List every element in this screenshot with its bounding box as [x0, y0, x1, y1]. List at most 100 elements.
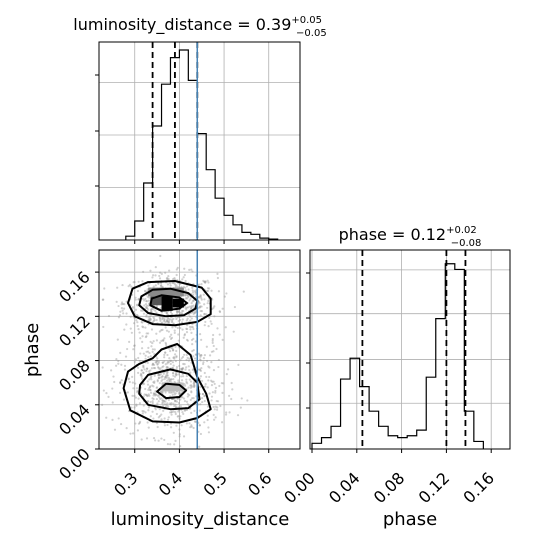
scatter-point: [169, 443, 172, 446]
scatter-point: [220, 382, 223, 385]
scatter-point: [183, 383, 186, 386]
scatter-point: [161, 321, 164, 324]
scatter-point: [158, 330, 161, 333]
scatter-point: [179, 445, 182, 448]
scatter-point: [199, 385, 202, 389]
scatter-point: [167, 398, 170, 401]
scatter-point: [183, 267, 186, 270]
scatter-point: [215, 347, 218, 351]
scatter-point: [185, 353, 188, 357]
scatter-point: [154, 284, 157, 287]
scatter-point: [213, 408, 216, 411]
scatter-point: [142, 312, 146, 315]
scatter-point: [199, 432, 202, 436]
scatter-point: [153, 366, 157, 370]
scatter-point: [175, 273, 178, 277]
scatter-point: [180, 309, 184, 313]
scatter-point: [116, 286, 119, 289]
scatter-point: [206, 306, 209, 310]
scatter-point: [165, 372, 169, 375]
scatter-point: [154, 393, 157, 396]
joint-density-cells: [148, 287, 184, 392]
scatter-point: [152, 392, 155, 395]
scatter-point: [162, 339, 165, 342]
scatter-point: [176, 415, 179, 418]
scatter-point: [180, 379, 184, 382]
scatter-point: [167, 321, 170, 324]
scatter-point: [146, 380, 149, 383]
scatter-point: [119, 422, 123, 426]
scatter-point: [138, 420, 142, 423]
scatter-point: [134, 396, 137, 399]
scatter-point: [185, 422, 188, 425]
scatter-point: [146, 394, 149, 398]
scatter-point: [168, 402, 171, 405]
joint-scatter-points: [101, 254, 249, 448]
scatter-point: [178, 311, 181, 314]
scatter-point: [174, 403, 177, 406]
scatter-point: [198, 424, 201, 427]
scatter-point: [131, 394, 134, 397]
scatter-point: [158, 274, 161, 278]
scatter-point: [163, 353, 166, 356]
scatter-point: [193, 383, 196, 387]
scatter-point: [167, 275, 170, 278]
scatter-point: [191, 349, 194, 353]
scatter-point: [140, 347, 144, 350]
scatter-point: [126, 391, 130, 394]
scatter-point: [212, 413, 215, 416]
scatter-point: [193, 311, 196, 314]
scatter-point: [165, 318, 168, 321]
scatter-point: [185, 327, 188, 330]
scatter-point: [188, 368, 191, 372]
scatter-point: [120, 363, 123, 366]
scatter-point: [142, 352, 145, 355]
scatter-point: [203, 371, 206, 375]
scatter-point: [172, 391, 176, 394]
scatter-point: [164, 320, 167, 324]
scatter-point: [184, 368, 187, 371]
scatter-point: [130, 406, 133, 409]
scatter-point: [210, 350, 214, 353]
scatter-point: [185, 380, 188, 384]
phase-histogram-title: phase = 0.12+0.02 −0.08: [339, 225, 482, 249]
joint-ytick-label-3: 0.12: [55, 312, 94, 351]
scatter-point: [186, 382, 189, 385]
scatter-point: [115, 364, 118, 367]
density-cell-3: [148, 287, 184, 297]
density-cell-1: [161, 294, 173, 311]
scatter-point: [141, 409, 144, 413]
scatter-point: [216, 406, 219, 409]
scatter-point: [121, 302, 125, 306]
scatter-point: [149, 400, 152, 404]
scatter-point: [225, 292, 228, 295]
scatter-point: [157, 282, 160, 285]
scatter-point: [129, 432, 132, 435]
scatter-point: [192, 348, 195, 352]
scatter-point: [205, 290, 209, 293]
scatter-point: [170, 378, 173, 381]
scatter-point: [190, 338, 194, 342]
joint-distribution-panel: 0.3 0.4 0.5 0.6 0.00 0.04 0.08 0.12 0.16 luminos…: [22, 249, 301, 530]
scatter-point: [164, 342, 168, 346]
scatter-point: [175, 366, 179, 369]
scatter-point: [199, 359, 202, 362]
scatter-point: [200, 298, 203, 301]
scatter-point: [135, 403, 138, 406]
scatter-point: [172, 364, 175, 367]
scatter-point: [185, 285, 189, 288]
scatter-point: [161, 401, 164, 404]
scatter-point: [189, 380, 193, 383]
scatter-point: [173, 399, 177, 402]
scatter-point: [192, 337, 195, 340]
scatter-point: [146, 383, 150, 386]
scatter-point: [177, 415, 180, 418]
scatter-point: [206, 414, 209, 417]
scatter-point: [212, 344, 215, 348]
scatter-point: [173, 443, 176, 446]
scatter-point: [216, 272, 219, 276]
scatter-point: [155, 386, 159, 389]
scatter-point: [157, 439, 160, 442]
scatter-point: [214, 405, 217, 408]
scatter-point: [191, 368, 194, 372]
